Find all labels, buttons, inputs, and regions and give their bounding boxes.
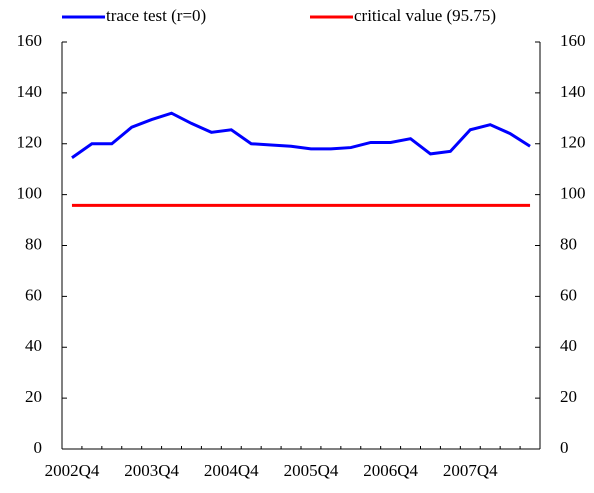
y-tick-label: 0 <box>34 438 43 457</box>
x-tick-label: 2006Q4 <box>363 461 418 480</box>
y2-tick-label: 160 <box>560 31 586 50</box>
y-tick-label: 20 <box>25 387 42 406</box>
y-tick-label: 80 <box>25 234 42 253</box>
y2-tick-label: 140 <box>560 82 586 101</box>
y-tick-label: 140 <box>17 82 43 101</box>
y2-tick-label: 20 <box>560 387 577 406</box>
x-tick-label: 2002Q4 <box>45 461 100 480</box>
x-tick-label: 2004Q4 <box>204 461 259 480</box>
y-tick-label: 40 <box>25 336 42 355</box>
y2-tick-label: 40 <box>560 336 577 355</box>
x-tick-label: 2005Q4 <box>284 461 339 480</box>
y2-tick-label: 60 <box>560 285 577 304</box>
y-tick-label: 160 <box>17 31 43 50</box>
data-line <box>71 111 531 159</box>
y2-tick-label: 100 <box>560 184 586 203</box>
legend-label: trace test (r=0) <box>106 6 206 25</box>
legend-label: critical value (95.75) <box>354 6 496 25</box>
y-tick-label: 60 <box>25 285 42 304</box>
x-tick-label: 2007Q4 <box>443 461 498 480</box>
x-tick-label: 2003Q4 <box>124 461 179 480</box>
y2-tick-label: 0 <box>560 438 569 457</box>
y2-tick-label: 120 <box>560 133 586 152</box>
y-tick-label: 120 <box>17 133 43 152</box>
y2-tick-label: 80 <box>560 234 577 253</box>
y-tick-label: 100 <box>17 184 43 203</box>
